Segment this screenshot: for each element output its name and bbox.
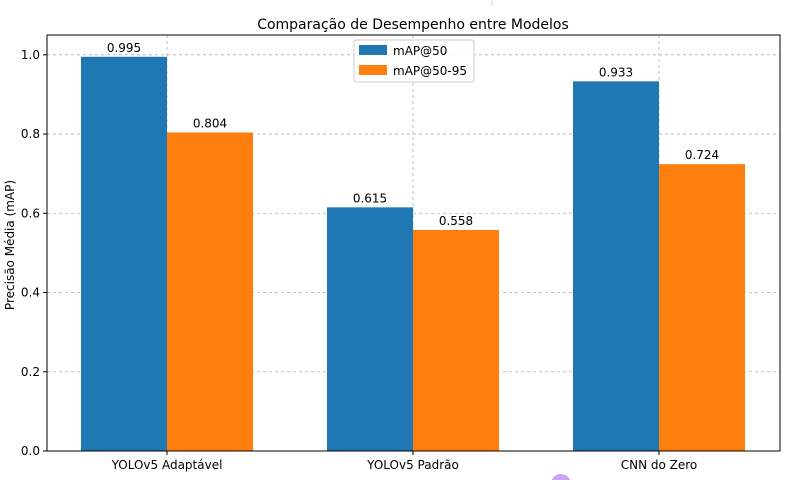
bar-map50-2 — [573, 81, 659, 452]
y-tick-label: 0.8 — [21, 127, 40, 141]
bar-map50-95-2 — [659, 164, 745, 452]
legend-swatch-map50 — [359, 45, 387, 55]
x-tick-label: YOLOv5 Padrão — [366, 458, 459, 472]
legend: mAP@50 mAP@50-95 — [353, 39, 475, 83]
floating-avatar-circle — [551, 474, 571, 480]
bar-value-label: 0.933 — [599, 65, 633, 79]
bar-value-label: 0.558 — [439, 214, 473, 228]
bar-value-label: 0.724 — [685, 148, 719, 162]
bar-map50-0 — [81, 56, 167, 452]
value-labels: 0.995 0.615 0.933 0.804 0.558 0.724 — [107, 41, 719, 228]
decoration — [551, 474, 571, 480]
x-tick-label: YOLOv5 Adaptável — [111, 458, 223, 472]
legend-label-map50-95: mAP@50-95 — [393, 64, 467, 78]
bar-value-label: 0.995 — [107, 41, 141, 55]
x-tick-label: CNN do Zero — [621, 458, 698, 472]
legend-swatch-map50-95 — [359, 65, 387, 75]
x-axis-ticks: YOLOv5 Adaptável YOLOv5 Padrão CNN do Zero — [111, 451, 698, 472]
y-axis-label: Precisão Média (mAP) — [3, 180, 17, 310]
y-tick-label: 0.0 — [21, 444, 40, 458]
y-axis-ticks: 0.0 0.2 0.4 0.6 0.8 1.0 — [21, 48, 47, 458]
bar-map50-95-1 — [413, 229, 499, 451]
bars — [81, 56, 745, 452]
bar-map50-1 — [327, 207, 413, 451]
bar-value-label: 0.804 — [193, 116, 227, 130]
legend-label-map50: mAP@50 — [393, 44, 447, 58]
y-tick-label: 1.0 — [21, 48, 40, 62]
y-tick-label: 0.4 — [21, 286, 40, 300]
y-tick-label: 0.2 — [21, 365, 40, 379]
bar-map50-95-0 — [167, 132, 253, 451]
bar-value-label: 0.615 — [353, 191, 387, 205]
chart-title: Comparação de Desempenho entre Modelos — [257, 17, 569, 33]
y-tick-label: 0.6 — [21, 206, 40, 220]
